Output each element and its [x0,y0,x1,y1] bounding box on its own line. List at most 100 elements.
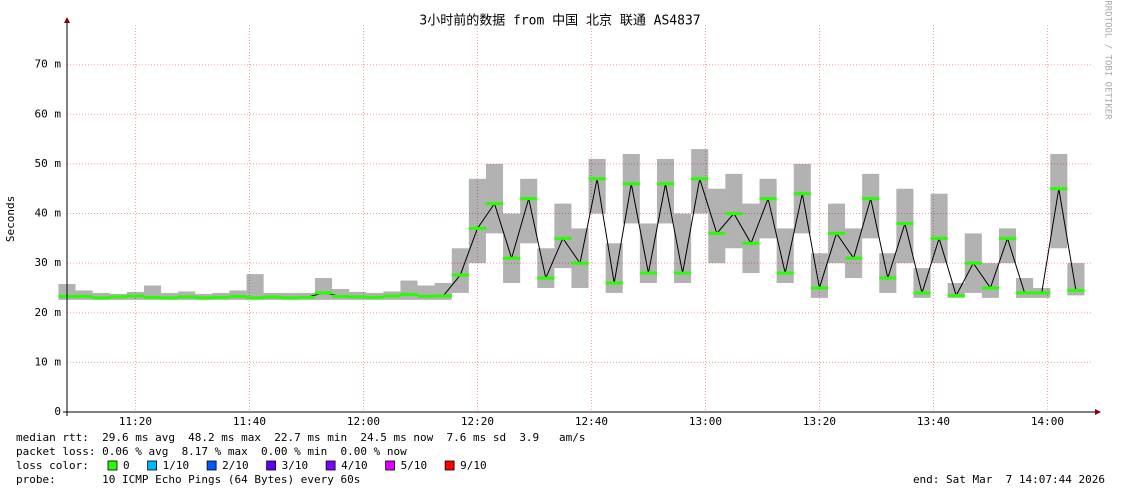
y-tick-label: 20 m [35,306,62,319]
median-tick [674,271,692,275]
median-tick [725,212,743,216]
smoke [451,248,469,293]
smoke [314,278,333,300]
smoke [930,193,948,264]
median-tick [75,294,93,298]
legend-label: 3/10 [282,459,309,472]
smoke [503,213,521,283]
legend-swatch [325,460,336,471]
x-tick-label: 12:00 [347,415,380,428]
y-tick-label: 10 m [35,355,62,368]
median-tick [195,296,213,300]
legend-swatch [385,460,396,471]
y-tick-label: 60 m [35,107,62,120]
median-tick [451,273,469,277]
smoke [845,228,863,279]
median-tick [366,295,384,299]
probe-info: probe: 10 ICMP Echo Pings (64 Bytes) eve… [16,473,360,486]
median-tick [520,197,538,201]
median-tick [622,182,640,186]
x-tick-label: 13:00 [689,415,722,428]
median-tick [178,295,196,299]
median-tick [161,296,179,300]
median-tick [92,296,110,300]
smoke [332,288,350,300]
median-tick [656,182,675,186]
smoke [896,188,914,264]
smoke [759,178,777,239]
x-tick-label: 11:40 [233,415,266,428]
smoke [1016,278,1034,298]
x-tick-label: 12:40 [575,415,608,428]
legend-label: 5/10 [401,459,428,472]
x-tick-label: 14:00 [1031,415,1064,428]
median-tick [263,295,281,299]
smoke [810,253,828,298]
smoke [776,228,794,283]
stats-line: packet loss: 0.06 % avg 8.17 % max 0.00 … [16,445,407,458]
smoke [639,223,657,283]
median-tick [827,231,846,235]
median-tick [1016,291,1034,295]
smoke [725,173,743,249]
median-tick [537,276,555,280]
median-tick [981,286,999,290]
smoke [1050,154,1068,249]
median-tick [896,221,914,225]
median-tick [742,241,760,245]
x-tick-label: 12:20 [461,415,494,428]
median-tick [212,295,230,299]
smoke [520,178,538,244]
y-tick-label: 40 m [35,207,62,220]
median-tick [417,294,435,298]
legend-swatch [107,460,118,471]
median-tick [434,294,452,298]
smoke [1067,263,1085,296]
x-tick-label: 13:20 [803,415,836,428]
axis-arrow [64,17,70,23]
median-tick [1033,291,1051,295]
smoke [588,158,606,214]
legend-label: 1/10 [163,459,190,472]
median-tick [332,294,350,298]
smoke [246,274,264,300]
median-tick [1050,187,1068,191]
median-tick [297,295,315,299]
median-tick [246,296,264,300]
loss-label: loss color: [16,459,89,472]
median-tick [554,236,572,240]
legend-label: 2/10 [222,459,249,472]
axis-arrow [1095,409,1101,415]
end-time: end: Sat Mar 7 14:07:44 2026 [913,473,1105,486]
smoke [554,203,572,269]
legend-swatch [147,460,158,471]
median-tick [776,271,794,275]
legend-swatch [206,460,217,471]
median-tick [349,295,367,299]
chart-title: 3小时前的数据 from 中国 北京 联通 AS4837 [419,13,700,29]
median-tick [383,294,401,298]
smoke [537,248,555,288]
legend-label: 0 [123,459,130,472]
y-tick-label: 30 m [35,256,62,269]
median-tick [930,236,948,240]
median-tick [964,261,982,265]
median-tick [845,256,863,260]
median-tick [400,292,418,296]
median-tick [913,291,931,295]
legend-label: 4/10 [341,459,368,472]
smoke [981,263,999,298]
median-tick [143,295,162,299]
y-tick-label: 0 [54,405,61,418]
median-tick [280,296,298,300]
median-tick [691,177,709,181]
median-tick [947,293,965,297]
smoke [400,280,418,300]
smoke [674,213,692,283]
y-tick-label: 70 m [35,58,62,71]
x-tick-label: 13:40 [917,415,950,428]
median-tick [588,177,606,181]
smoke [708,188,726,264]
